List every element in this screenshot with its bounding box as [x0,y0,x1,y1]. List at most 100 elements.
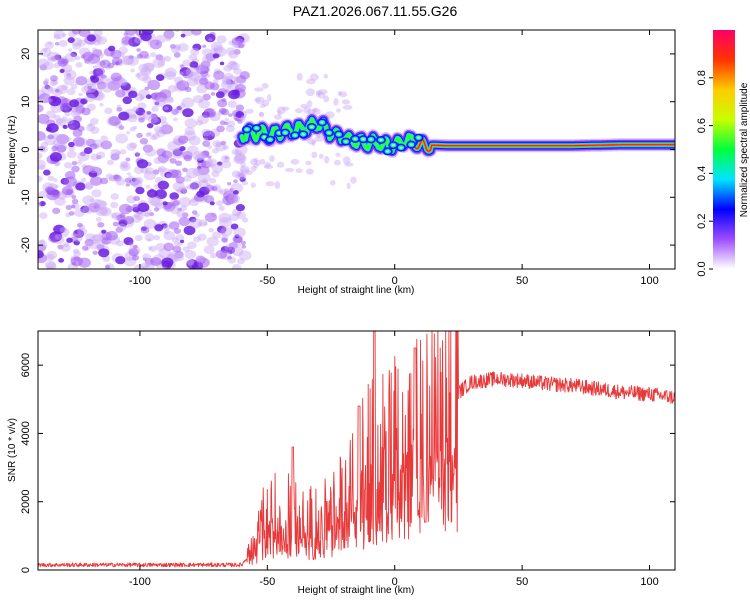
noise-blob [179,239,185,244]
noise-blob [146,123,154,129]
noise-blob [44,84,51,90]
noise-blob [226,61,238,70]
noise-blob [95,217,102,222]
noise-blob [50,75,58,82]
noise-blob [197,114,209,125]
noise-blob [234,242,242,248]
noise-blob [230,80,235,85]
noise-blob [58,139,67,146]
noise-blob [177,42,189,52]
noise-blob [276,106,286,115]
noise-blob [234,149,242,156]
noise-blob [97,81,103,86]
noise-blob [227,193,241,204]
noise-blob [223,188,230,194]
noise-blob [342,105,353,110]
ridge-knot-peak [320,121,324,124]
noise-blob [54,234,63,240]
noise-blob [45,253,55,262]
noise-blob [173,117,178,122]
noise-blob [68,141,75,148]
noise-blob [202,178,208,183]
noise-blob [238,250,252,261]
noise-blob [201,150,210,157]
noise-blob [132,244,138,249]
noise-blob [144,212,151,218]
noise-blob [96,61,104,68]
noise-blob [123,165,129,169]
noise-blob [188,53,198,61]
noise-blob [71,165,80,173]
noise-blob [230,223,239,230]
noise-blob [205,184,215,192]
noise-blob [101,229,107,234]
noise-blob [183,154,193,162]
noise-blob [253,157,258,163]
noise-blob [305,160,312,166]
noise-blob [189,182,199,190]
noise-blob [76,160,83,165]
noise-blob [147,195,161,206]
noise-blob [146,263,151,268]
noise-blob [61,33,67,37]
noise-blob [115,177,126,186]
noise-blob [212,140,222,148]
noise-blob [203,108,216,118]
noise-blob [110,193,119,200]
x-tick-label: 100 [640,576,658,588]
noise-blob [76,39,87,47]
noise-blob [76,222,83,228]
noise-blob [204,212,217,223]
noise-blob [150,93,158,100]
noise-blob [311,151,318,159]
noise-blob [209,201,215,206]
noise-blob [203,245,215,254]
noise-blob [254,97,261,103]
noise-blob [163,229,170,235]
noise-blob [197,165,210,176]
noise-blob [202,93,211,101]
noise-blob [38,58,50,68]
noise-blob [203,137,209,142]
noise-blob [216,161,223,166]
noise-blob [216,35,227,44]
noise-blob [342,156,351,165]
noise-blob [161,257,174,268]
noise-blob [179,64,185,69]
noise-blob [75,56,81,61]
noise-blob [305,168,314,175]
noise-blob [116,240,124,247]
noise-blob [96,81,107,90]
noise-blob [144,86,150,91]
noise-blob [128,175,134,180]
colorbar: 0.0 0.2 0.4 0.6 0.8 Normalized spectral ampl… [696,30,750,277]
noise-blob [61,58,69,65]
noise-blob [97,206,109,215]
noise-blob [151,132,160,140]
noise-blob [87,123,93,128]
noise-blob [296,72,303,81]
noise-blob [335,152,341,157]
noise-blob [48,96,62,107]
noise-blob [93,30,103,37]
ridge-knot-peak [283,131,287,134]
noise-blob [49,152,63,162]
noise-blob [232,61,238,65]
noise-blob [108,116,121,126]
noise-blob [145,132,151,137]
noise-blob [47,98,53,103]
noise-blob [72,233,83,243]
noise-blob [155,74,165,81]
noise-blob [150,52,157,58]
x-tick-label: -50 [259,576,275,588]
ridge-knot-peak [268,138,272,141]
noise-blob [63,69,77,80]
noise-blob [318,153,324,159]
noise-blob [132,203,139,210]
noise-blob [177,186,187,195]
noise-blob [170,44,177,49]
noise-blob [184,186,189,190]
noise-blob [190,47,200,56]
noise-blob [89,117,99,125]
colorbar-tick-label: 0.4 [696,166,708,181]
